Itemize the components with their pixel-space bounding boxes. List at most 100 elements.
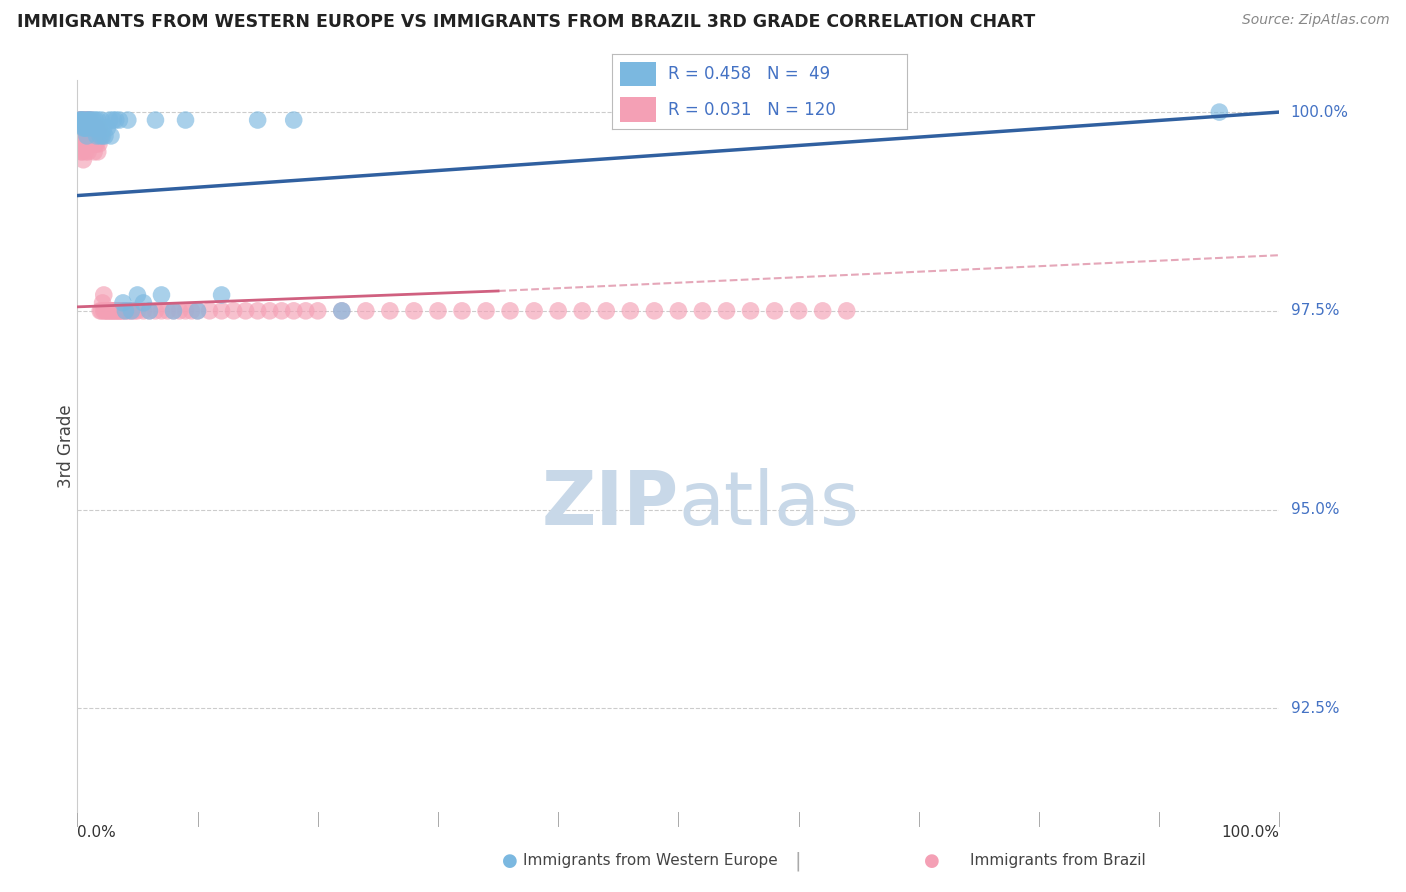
Point (79, 136, 101, 151)
Point (378, 303, 401, 318)
Point (740, 303, 762, 318)
Point (75, 128, 97, 143)
Point (80, 120, 103, 135)
Point (222, 303, 245, 318)
Point (79, 113, 101, 128)
Point (91, 296, 114, 310)
Point (79, 136, 101, 151)
Point (76, 128, 98, 143)
Point (72, 136, 94, 151)
Point (114, 303, 136, 318)
Point (72, 128, 94, 143)
Point (90, 128, 112, 143)
Bar (620, 62, 655, 87)
Point (174, 113, 197, 128)
Point (103, 113, 125, 128)
Point (77, 145, 100, 159)
Point (150, 288, 173, 302)
Point (70, 113, 93, 128)
Point (127, 303, 149, 318)
Point (84, 120, 107, 135)
Point (270, 303, 292, 318)
Point (77, 113, 100, 128)
Point (169, 303, 191, 318)
Point (86, 120, 108, 135)
Point (138, 303, 160, 318)
Point (402, 303, 425, 318)
Point (93, 120, 115, 135)
Point (84, 120, 107, 135)
Point (97, 303, 120, 318)
Point (787, 303, 810, 318)
Point (127, 288, 149, 302)
Point (643, 303, 665, 318)
Point (80, 113, 103, 128)
Point (69, 113, 91, 128)
Text: 100.0%: 100.0% (1222, 825, 1279, 840)
Point (70, 145, 93, 159)
Text: 100.0%: 100.0% (1291, 104, 1348, 120)
Point (76, 113, 98, 128)
Point (70, 128, 93, 143)
Point (72, 120, 94, 135)
Point (87, 136, 110, 151)
Point (87, 145, 110, 159)
Point (259, 303, 281, 318)
Text: Source: ZipAtlas.com: Source: ZipAtlas.com (1241, 13, 1389, 28)
Point (100, 128, 122, 143)
Point (69, 120, 91, 135)
Point (523, 303, 546, 318)
Point (69, 113, 91, 128)
Point (76, 120, 98, 135)
Point (77, 128, 100, 143)
Point (69, 136, 91, 151)
Point (75, 113, 97, 128)
Point (89, 128, 111, 143)
Point (104, 303, 127, 318)
Point (763, 303, 786, 318)
Point (117, 113, 139, 128)
Point (93, 288, 115, 302)
Point (67, 113, 90, 128)
Point (73, 136, 96, 151)
Point (94, 128, 117, 143)
Point (186, 303, 209, 318)
Point (132, 303, 155, 318)
Point (87, 113, 110, 128)
Point (82, 136, 104, 151)
Point (294, 303, 316, 318)
Point (117, 303, 139, 318)
Point (668, 303, 690, 318)
Point (72, 113, 94, 128)
Point (111, 296, 134, 310)
Point (79, 120, 101, 135)
Point (96, 303, 118, 318)
Point (246, 113, 269, 128)
Point (101, 303, 124, 318)
Point (80, 128, 103, 143)
Point (619, 303, 641, 318)
Point (75, 120, 97, 135)
Point (96, 120, 118, 135)
Point (235, 303, 257, 318)
Point (90, 113, 112, 128)
Point (330, 303, 353, 318)
Point (108, 113, 131, 128)
Point (70, 120, 93, 135)
Text: ●: ● (924, 852, 939, 870)
Point (104, 113, 127, 128)
Text: R = 0.458   N =  49: R = 0.458 N = 49 (668, 65, 830, 83)
Point (73, 120, 96, 135)
Point (83, 128, 105, 143)
Point (186, 303, 209, 318)
Point (105, 303, 128, 318)
Point (83, 145, 105, 159)
Point (499, 303, 522, 318)
Point (110, 303, 132, 318)
Point (145, 113, 167, 128)
Point (198, 303, 221, 318)
Point (108, 303, 131, 318)
Point (87, 120, 110, 135)
Point (70, 128, 93, 143)
Point (79, 120, 101, 135)
